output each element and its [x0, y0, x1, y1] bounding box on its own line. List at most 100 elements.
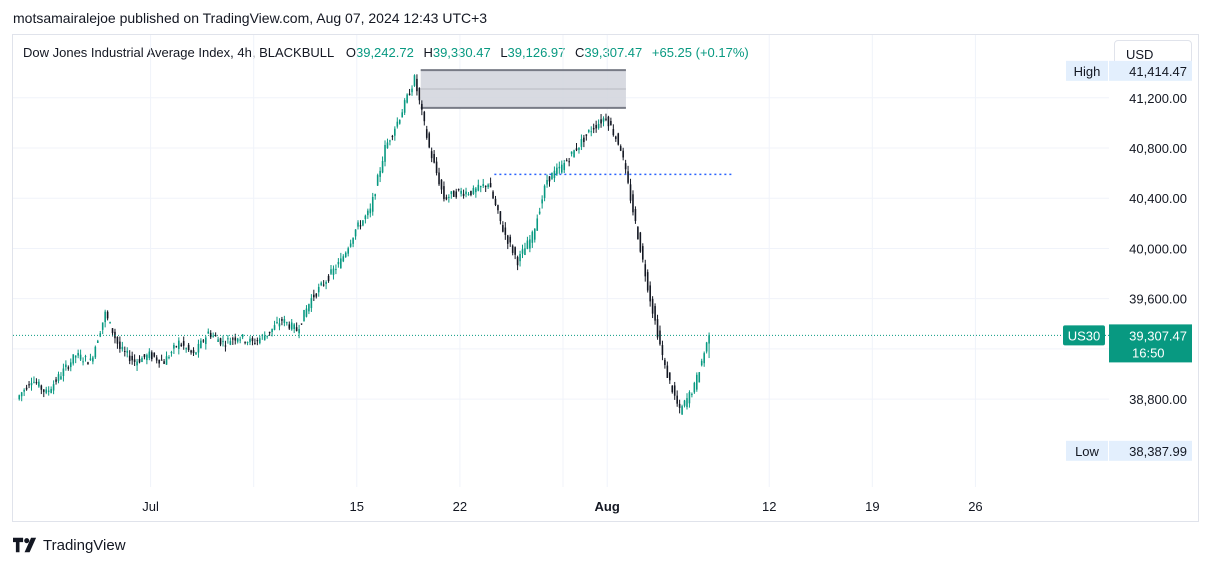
candle-body — [246, 342, 249, 344]
candle-body — [443, 186, 445, 200]
candle-body — [305, 308, 308, 317]
symbol-tag-box — [1063, 325, 1105, 346]
candle-body — [408, 93, 411, 96]
candle-body — [25, 387, 28, 390]
candle-body — [290, 322, 293, 330]
candle-body — [300, 323, 303, 325]
candle-body — [494, 198, 497, 206]
candle-body — [192, 350, 195, 354]
candle-body — [686, 398, 688, 408]
candle-body — [425, 129, 428, 138]
candle-body — [160, 359, 163, 361]
candle-body — [421, 103, 423, 110]
candle-body — [440, 179, 443, 190]
candle-body — [349, 243, 352, 247]
candle-body — [214, 335, 217, 337]
candle-body — [67, 367, 70, 369]
candle-body — [573, 150, 575, 158]
candle-body — [131, 355, 133, 361]
candle-body — [168, 357, 170, 359]
candle-body — [165, 356, 168, 365]
candle-body — [627, 171, 629, 183]
candle-body — [40, 385, 43, 390]
candle-body — [273, 325, 276, 330]
candle-body — [479, 186, 482, 188]
candle-body — [666, 365, 669, 378]
candle-body — [585, 134, 588, 136]
candle-body — [688, 392, 691, 404]
candle-body — [219, 338, 222, 345]
candle-body — [367, 210, 369, 216]
high-label: High — [1074, 64, 1101, 79]
candle-body — [232, 338, 234, 340]
candle-body — [619, 146, 622, 151]
candle-body — [136, 361, 138, 366]
candle-body — [578, 147, 580, 150]
low-label: Low — [1075, 444, 1099, 459]
high-label-box — [1066, 60, 1108, 81]
candle-body — [651, 298, 654, 314]
candle-body — [450, 191, 453, 195]
candle-body — [428, 133, 431, 148]
candle-body — [23, 389, 25, 392]
candle-body — [234, 337, 237, 341]
candle-body — [335, 269, 337, 271]
candle-body — [281, 319, 283, 321]
high-value-box — [1109, 60, 1192, 81]
candle-body — [227, 338, 229, 340]
candle-body — [207, 331, 210, 334]
y-tick-label: 39,600.00 — [1129, 292, 1187, 307]
candle-body — [276, 321, 278, 323]
candle-body — [133, 359, 136, 362]
x-tick-label: Jul — [142, 499, 159, 514]
candle-body — [656, 319, 659, 338]
candle-body — [229, 341, 232, 345]
candle-body — [364, 215, 367, 219]
candle-body — [445, 197, 448, 200]
candle-body — [303, 309, 305, 322]
candle-body — [482, 184, 485, 186]
candle-body — [263, 335, 266, 341]
candle-body — [529, 239, 531, 249]
candle-body — [700, 360, 703, 366]
chart-legend: Dow Jones Industrial Average Index, 4h, … — [23, 45, 755, 60]
candle-body — [538, 211, 541, 214]
candle-body — [597, 123, 600, 129]
candle-body — [114, 331, 116, 339]
candle-body — [673, 385, 676, 396]
candle-body — [477, 184, 480, 191]
candle-body — [69, 362, 72, 368]
legend-open-label: O — [345, 45, 356, 60]
candle-body — [325, 282, 327, 284]
candle-body — [55, 379, 57, 382]
legend-high-value: 39,330.47 — [432, 45, 491, 60]
candle-body — [190, 350, 192, 353]
candle-body — [72, 354, 75, 364]
candle-body — [327, 275, 330, 282]
candle-body — [659, 330, 661, 345]
candle-body — [403, 100, 406, 113]
last-price-box — [1109, 324, 1192, 363]
candle-body — [315, 293, 318, 297]
candle-body — [354, 229, 357, 237]
candle-body — [705, 342, 708, 352]
legend-close-value: 39,307.47 — [584, 45, 643, 60]
chart-panel[interactable] — [12, 34, 1199, 522]
candle-body — [614, 136, 617, 139]
candle-body — [484, 185, 487, 188]
candle-body — [106, 311, 109, 319]
y-tick-label: 40,400.00 — [1129, 191, 1187, 206]
candle-body — [170, 352, 173, 354]
candle-body — [568, 161, 570, 163]
candle-body — [460, 190, 462, 194]
legend-close-label: C — [575, 45, 585, 60]
candle-body — [646, 272, 649, 291]
candle-body — [502, 225, 504, 232]
candle-body — [506, 235, 509, 244]
candle-body — [359, 225, 362, 227]
candle-body — [60, 376, 62, 380]
y-tick-label: 41,200.00 — [1129, 91, 1187, 106]
candle-body — [271, 328, 273, 333]
candle-body — [698, 372, 701, 383]
